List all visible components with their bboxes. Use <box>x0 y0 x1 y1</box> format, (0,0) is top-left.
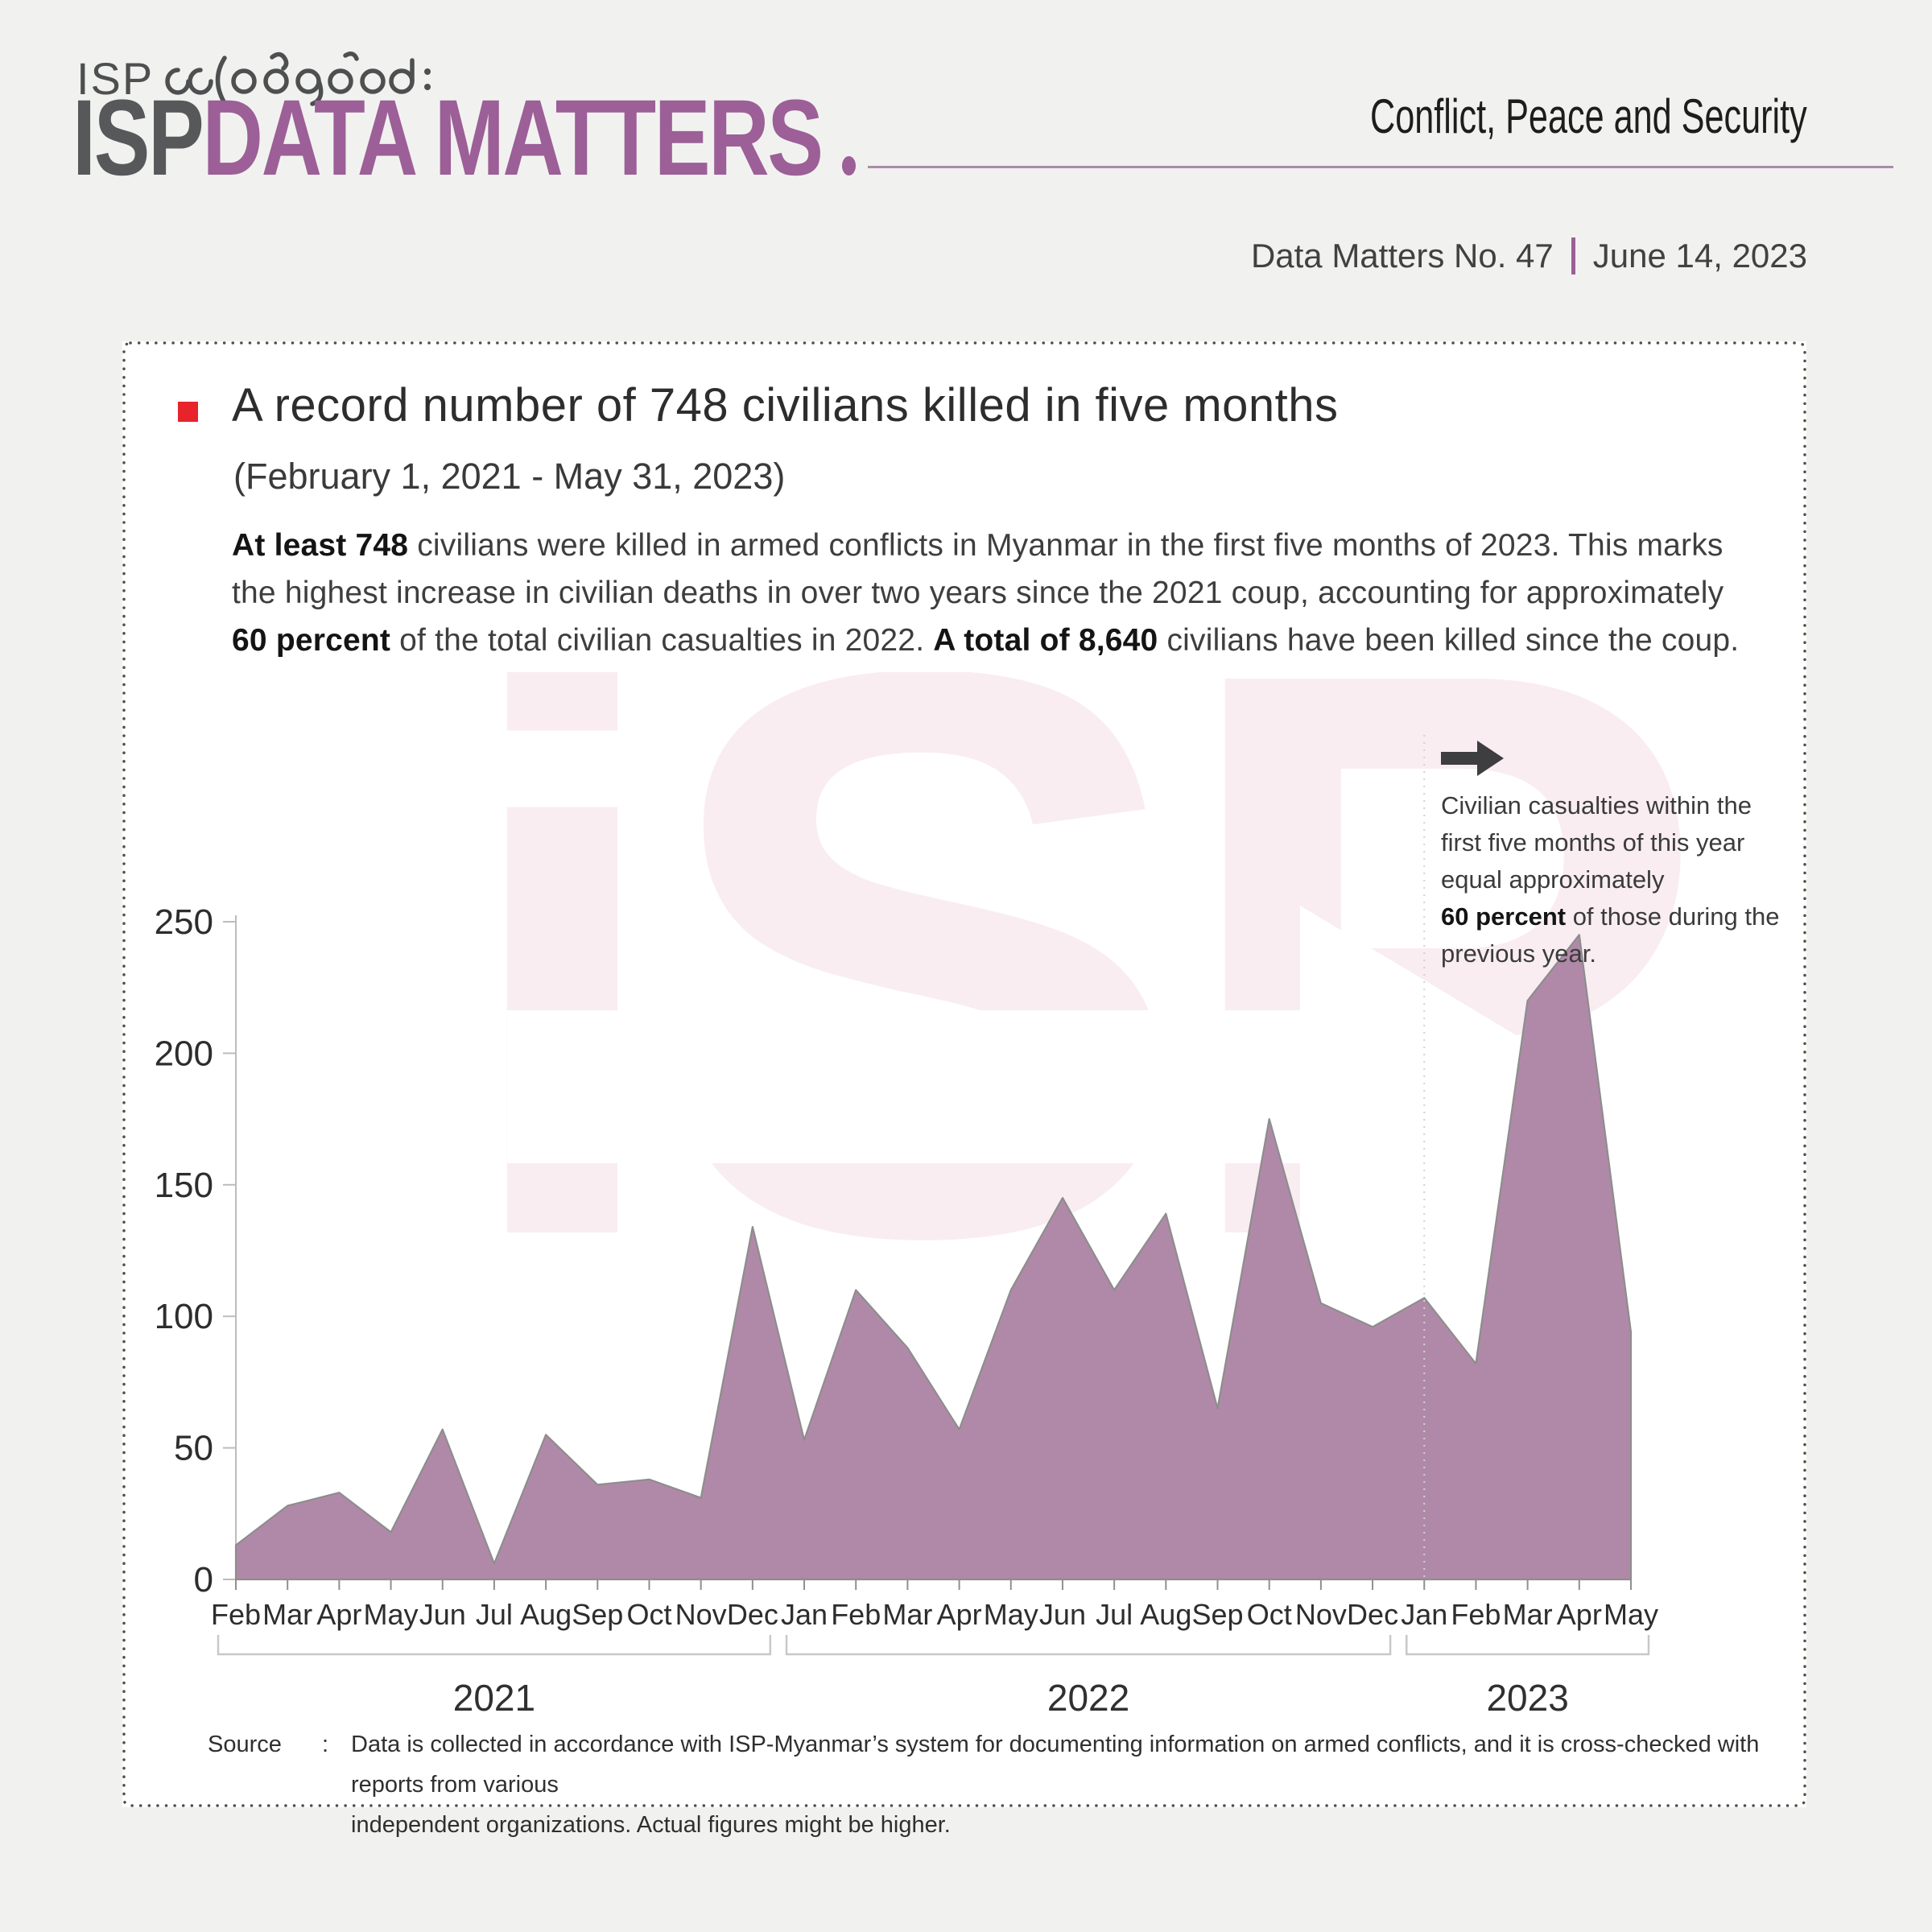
watermark-arrow-icon <box>507 906 1602 1268</box>
x-axis-label: Jun <box>1039 1598 1086 1631</box>
x-axis-label: Jul <box>1096 1598 1133 1631</box>
category-title: Conflict, Peace and Security <box>1370 89 1807 143</box>
annotation-note: Civilian casualties within the first fiv… <box>1441 791 1780 968</box>
x-axis-label: Jun <box>419 1598 466 1631</box>
x-axis-label: Feb <box>1451 1598 1501 1631</box>
source-label: Source <box>208 1732 282 1757</box>
y-axis-label: 250 <box>155 902 213 942</box>
brand-title-datamatters: DATA MATTERS <box>202 78 824 198</box>
source-colon: : <box>322 1732 329 1757</box>
headline-bullet-icon <box>178 402 198 422</box>
brand-title-isp: ISP <box>72 78 204 198</box>
x-axis-label: Jul <box>476 1598 513 1631</box>
x-axis-label: Apr <box>1557 1598 1602 1631</box>
year-bracket <box>1406 1635 1650 1656</box>
x-axis-label: Sep <box>572 1598 623 1631</box>
x-axis-label: Mar <box>1503 1598 1553 1631</box>
x-axis-label: Dec <box>1347 1598 1398 1631</box>
x-axis-label: Oct <box>1247 1598 1292 1631</box>
x-axis-label: Oct <box>626 1598 671 1631</box>
isp-logo-text: ISP <box>76 52 155 104</box>
issue-separator <box>1571 237 1575 275</box>
burmese-script-icon <box>165 52 431 106</box>
x-axis-label: Jan <box>781 1598 828 1631</box>
x-axis-label: Apr <box>937 1598 982 1631</box>
y-axis-label: 50 <box>174 1429 213 1468</box>
header-rule <box>868 166 1893 168</box>
x-axis-label: Jan <box>1401 1598 1447 1631</box>
body-paragraph: At least 748 civilians were killed in ar… <box>232 528 1740 658</box>
y-axis-label: 150 <box>155 1166 213 1205</box>
brand-title: ISPDATA MATTERS <box>72 85 1033 192</box>
year-bracket <box>217 1635 772 1656</box>
x-axis-label: Feb <box>831 1598 881 1631</box>
x-axis-label: Aug <box>1140 1598 1191 1631</box>
x-axis-label: Feb <box>211 1598 261 1631</box>
period-subtitle: (February 1, 2021 - May 31, 2023) <box>233 456 786 497</box>
source-note: Source : Data is collected in accordance… <box>208 1724 1792 1845</box>
y-axis-label: 100 <box>155 1297 213 1336</box>
x-axis-label: May <box>1604 1598 1658 1631</box>
isp-logo: ISP <box>76 50 439 106</box>
x-axis-label: Mar <box>882 1598 932 1631</box>
x-axis-label: Nov <box>675 1598 727 1631</box>
headline: A record number of 748 civilians killed … <box>232 379 1339 431</box>
year-label: 2021 <box>453 1677 535 1719</box>
year-label: 2022 <box>1047 1677 1129 1719</box>
y-axis-label: 0 <box>194 1560 213 1600</box>
x-axis-label: Nov <box>1295 1598 1347 1631</box>
x-axis-label: Dec <box>727 1598 778 1631</box>
area-series <box>234 934 1633 1581</box>
x-axis-label: Apr <box>316 1598 361 1631</box>
issue-row: Data Matters No. 47 June 14, 2023 <box>1251 237 1807 275</box>
y-axis-label: 200 <box>155 1034 213 1073</box>
issue-label: Data Matters No. 47 <box>1250 237 1554 275</box>
annotation-arrow-icon <box>1441 741 1504 776</box>
x-axis-label: May <box>984 1598 1038 1631</box>
year-bracket <box>785 1635 1392 1656</box>
x-axis-label: Mar <box>262 1598 312 1631</box>
x-axis-label: Sep <box>1191 1598 1243 1631</box>
x-axis-label: Aug <box>520 1598 572 1631</box>
year-label: 2023 <box>1486 1677 1568 1719</box>
brand-dot-icon <box>842 156 856 175</box>
x-axis-label: May <box>364 1598 419 1631</box>
issue-date: June 14, 2023 <box>1592 237 1807 275</box>
source-text: Data is collected in accordance with ISP… <box>351 1732 1760 1838</box>
